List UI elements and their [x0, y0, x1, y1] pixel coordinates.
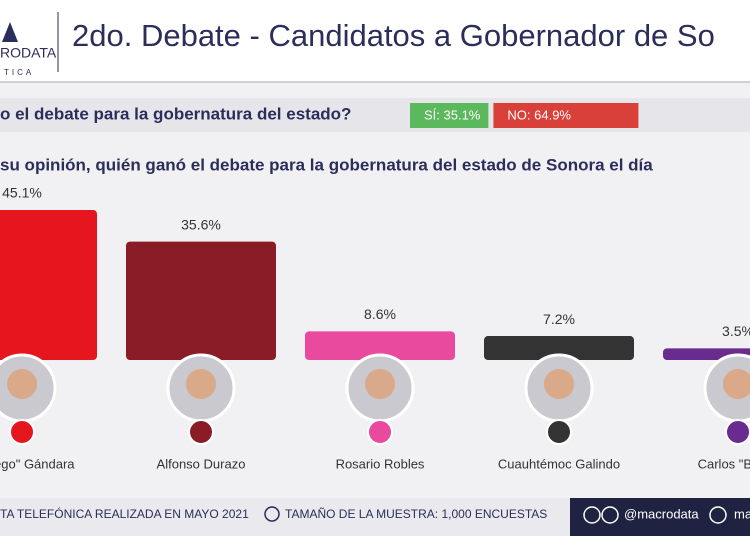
x-tick-label: Alfonso Durazo	[157, 456, 246, 471]
social-icon	[583, 506, 601, 524]
value-label: 3.5%	[722, 323, 750, 339]
bar	[305, 331, 455, 360]
value-label: 8.6%	[364, 306, 396, 322]
header-bg	[0, 0, 750, 82]
value-label: 35.6%	[181, 216, 221, 232]
candidate-face	[186, 369, 216, 399]
value-label: 45.1%	[2, 185, 42, 201]
footer-handle: @macrodata	[624, 506, 699, 521]
candidate-face	[544, 369, 574, 399]
answer-label: NO: 64.9%	[507, 107, 571, 122]
logo-sub: TICA	[4, 68, 34, 77]
party-logo	[9, 419, 35, 445]
footer-sample: TAMAÑO DE LA MUESTRA: 1,000 ENCUESTAS	[285, 507, 547, 521]
question-2: su opinión, quién ganó el debate para la…	[0, 155, 653, 174]
sample-icon	[264, 506, 280, 522]
x-tick-label: Borrego" Gándara	[0, 456, 75, 471]
footer-site: ma	[734, 506, 750, 521]
bar	[484, 336, 634, 360]
logo-icon	[2, 22, 18, 42]
answer-label: SÍ: 35.1%	[424, 107, 481, 122]
logo: RODATA	[0, 45, 57, 61]
bar	[126, 241, 276, 360]
x-tick-label: Carlos "Bebo"	[698, 456, 750, 471]
party-logo	[367, 419, 393, 445]
candidate-face	[7, 369, 37, 399]
answer-bar	[493, 103, 639, 128]
value-label: 7.2%	[543, 311, 575, 327]
bar	[0, 210, 97, 360]
web-icon	[709, 506, 727, 524]
party-logo	[546, 419, 572, 445]
candidate-face	[365, 369, 395, 399]
candidate-face	[723, 369, 750, 399]
answer-bar	[410, 103, 489, 128]
party-logo	[188, 419, 214, 445]
x-tick-label: Rosario Robles	[336, 456, 425, 471]
x-tick-label: Cuauhtémoc Galindo	[498, 456, 620, 471]
footer-method: TA TELEFÓNICA REALIZADA EN MAYO 2021	[0, 506, 249, 521]
party-logo	[725, 419, 750, 445]
social-icon	[601, 506, 619, 524]
question-1: o el debate para la gobernatura del esta…	[0, 104, 351, 123]
chart-title: 2do. Debate - Candidatos a Gobernador de…	[72, 18, 715, 53]
